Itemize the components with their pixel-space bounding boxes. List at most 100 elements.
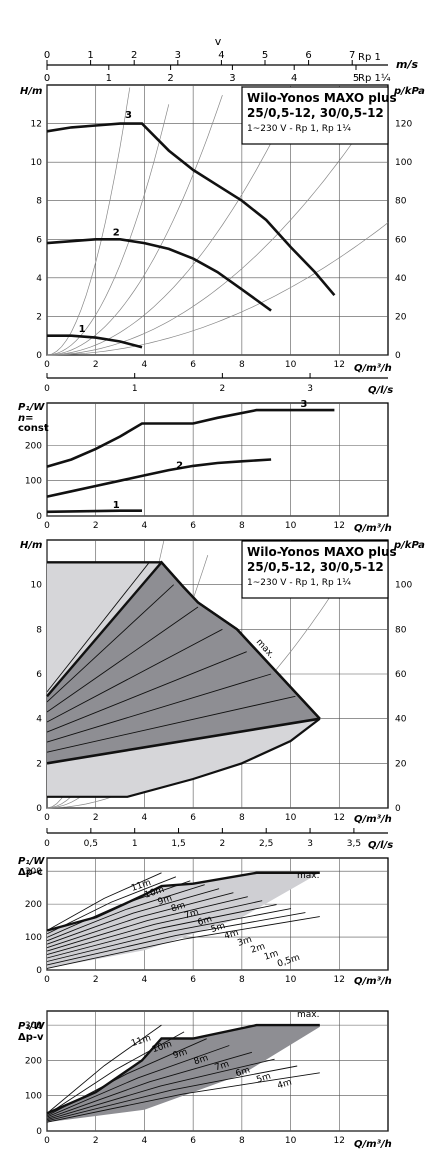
c1-ls-label: Q/l/s bbox=[368, 385, 393, 396]
c1-series-label: 1 bbox=[79, 324, 86, 335]
c4-ytick: 300 bbox=[25, 867, 42, 877]
c1-info-box bbox=[241, 86, 389, 145]
c2-ytick: 0 bbox=[36, 512, 42, 522]
c5-fan-label: 9m bbox=[172, 1047, 189, 1061]
c5-fan-line bbox=[46, 1072, 320, 1123]
c3-step-line bbox=[46, 651, 247, 733]
c5-xtick: 8 bbox=[239, 1136, 245, 1146]
c3-ytick-right: 20 bbox=[395, 759, 407, 769]
c3-title: Wilo-Yonos MAXO plus bbox=[247, 545, 397, 559]
c1-xtick: 0 bbox=[44, 360, 50, 370]
c1-ytick-right: 60 bbox=[395, 235, 407, 245]
c5-fan-label: 6m bbox=[234, 1065, 251, 1079]
c5-xtick: 6 bbox=[190, 1136, 196, 1146]
c3-lower-curve bbox=[47, 717, 321, 798]
c5-fan-line bbox=[46, 1058, 275, 1121]
c3-ls-tick-label: 0,5 bbox=[84, 839, 98, 849]
c1-xtick: 4 bbox=[142, 360, 148, 370]
c5-xtick: 12 bbox=[334, 1136, 345, 1146]
c3-ytick-right: 60 bbox=[395, 670, 407, 680]
c2-series-3 bbox=[46, 408, 335, 468]
c4-fan-label: 1m bbox=[263, 949, 280, 963]
c2-ytick: 200 bbox=[25, 441, 42, 451]
c2-xtick: 8 bbox=[239, 521, 245, 531]
c3-ylabel: H/m bbox=[20, 540, 42, 551]
c3-info-box bbox=[241, 540, 389, 599]
c5-fan-line bbox=[46, 1024, 162, 1114]
c3-ls-tick-label: 1 bbox=[132, 839, 138, 849]
rp1-tick-label: 0 bbox=[44, 50, 50, 61]
c1-ytick-right: 80 bbox=[395, 197, 407, 207]
c2-xtick: 4 bbox=[142, 521, 148, 531]
c1-ytick: 4 bbox=[36, 274, 42, 284]
c1-xtick: 6 bbox=[190, 360, 196, 370]
c1-ls-tick-label: 3 bbox=[307, 384, 313, 394]
c3-ytick: 2 bbox=[36, 759, 42, 769]
c4-fan-line bbox=[46, 872, 162, 931]
c3-ytick: 8 bbox=[36, 625, 42, 635]
rp1-tick-label: 7 bbox=[349, 50, 355, 61]
c4-fan-line bbox=[46, 904, 277, 959]
c5-max-curve bbox=[46, 1023, 320, 1115]
rp114-tick-label: 3 bbox=[229, 73, 235, 84]
c3-dark-region bbox=[47, 562, 320, 764]
c4-fan-line bbox=[46, 876, 177, 935]
c4-xtick: 0 bbox=[44, 975, 50, 985]
c1-ytick-right: 40 bbox=[395, 274, 407, 284]
c4-xlabel: Q/m³/h bbox=[354, 976, 392, 987]
c1-system-curve bbox=[46, 87, 131, 356]
c1-ytick-right: 100 bbox=[395, 158, 412, 168]
c4-xtick: 8 bbox=[239, 975, 245, 985]
c1-xtick: 8 bbox=[239, 360, 245, 370]
c4-max-label: max. bbox=[297, 871, 319, 881]
c3-dark-upper bbox=[46, 560, 321, 720]
c3-xtick: 4 bbox=[142, 813, 148, 823]
c5-fan-line bbox=[46, 1031, 185, 1115]
c4-fan-line bbox=[46, 900, 263, 956]
c1-system-curve bbox=[46, 90, 389, 356]
c3-ls-tick-label: 1,5 bbox=[171, 839, 185, 849]
c5-fan-label: 4m bbox=[276, 1078, 293, 1092]
c2-ylabel: P₁/W bbox=[18, 402, 45, 413]
c3-ls-tick-label: 0 bbox=[44, 839, 50, 849]
c3-min-line bbox=[46, 717, 321, 765]
c4-fan-label: 9m bbox=[157, 894, 174, 908]
c5-xtick: 0 bbox=[44, 1136, 50, 1146]
c5-fan-label: 5m bbox=[255, 1071, 272, 1085]
c5-xtick: 2 bbox=[93, 1136, 99, 1146]
c4-fan-label: 4m bbox=[223, 928, 240, 942]
c1-xtick: 10 bbox=[285, 360, 297, 370]
rp114-tick-label: 0 bbox=[44, 73, 50, 84]
c1-ytick-right: 0 bbox=[395, 351, 401, 361]
c5-fan-label: 8m bbox=[193, 1053, 210, 1067]
c3-step-line bbox=[46, 562, 150, 693]
c4-fan-line bbox=[46, 888, 220, 945]
c4-xtick: 2 bbox=[93, 975, 99, 985]
c4-xtick: 12 bbox=[334, 975, 345, 985]
c5-ytick: 100 bbox=[25, 1092, 42, 1102]
velocity-symbol: v bbox=[215, 35, 222, 48]
velocity-scales: 0 1 2 3 4 5 6 7 0 1 2 3 4 5 v Rp 1 m/s Rp 1¼ bbox=[44, 35, 419, 84]
c5-region bbox=[47, 1025, 320, 1123]
c5-ytick: 300 bbox=[25, 1021, 42, 1031]
c5-fan-label: 7m bbox=[214, 1059, 231, 1073]
c4-fan-line bbox=[46, 916, 320, 969]
c1-system-curve bbox=[46, 104, 170, 356]
c2-series-1 bbox=[46, 509, 142, 514]
c2-series-label: 3 bbox=[300, 399, 307, 410]
c3-xtick: 6 bbox=[190, 813, 196, 823]
c4-ytick: 100 bbox=[25, 933, 42, 943]
rp1-label: Rp 1 bbox=[358, 52, 381, 63]
c5-fan-line bbox=[46, 1051, 253, 1119]
c3-ytick-right: 40 bbox=[395, 715, 407, 725]
c5-ylabel2: Δp-v bbox=[18, 1032, 44, 1043]
c1-system-curve bbox=[47, 222, 389, 356]
c1-ytick: 10 bbox=[31, 158, 43, 168]
c1-system-curve bbox=[46, 94, 296, 356]
c4-max-curve bbox=[46, 871, 320, 932]
c2-xtick: 0 bbox=[44, 521, 50, 531]
c2-xtick: 12 bbox=[334, 521, 345, 531]
c3-ytick: 4 bbox=[36, 715, 42, 725]
